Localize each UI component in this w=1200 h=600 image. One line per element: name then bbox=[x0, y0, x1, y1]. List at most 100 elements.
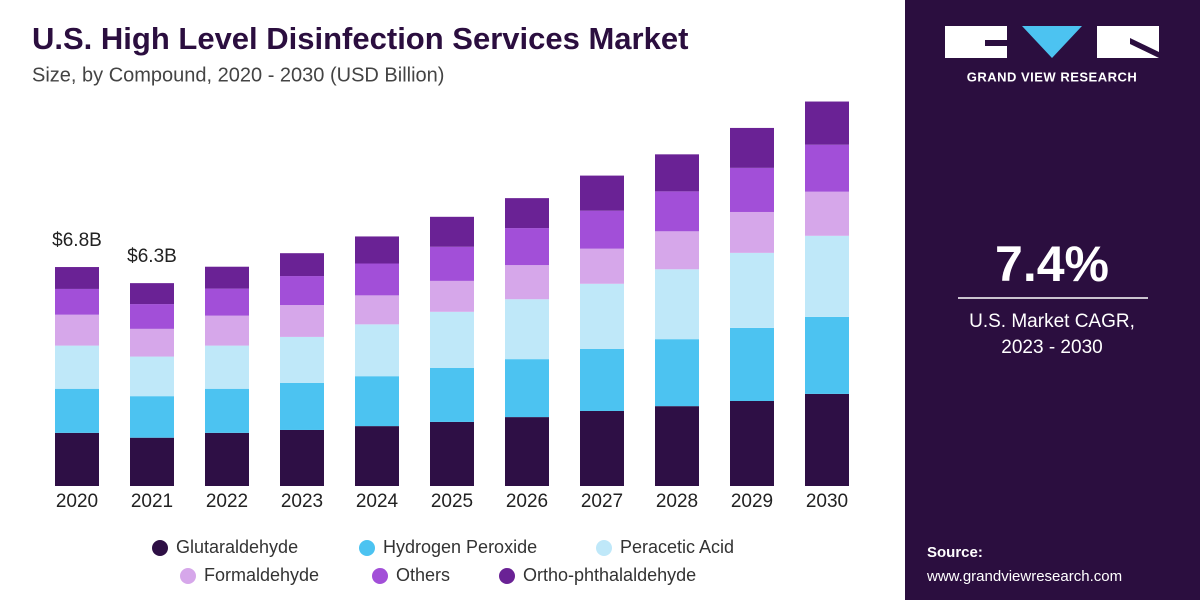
bar-segment bbox=[505, 228, 549, 266]
bar-segment bbox=[805, 144, 849, 192]
bar-segment bbox=[355, 263, 399, 296]
bar-segment bbox=[55, 432, 99, 486]
bar-segment bbox=[805, 316, 849, 394]
bar-segment bbox=[130, 304, 174, 329]
bar-segment bbox=[655, 269, 699, 340]
bar-segment bbox=[805, 191, 849, 236]
bar-segment bbox=[280, 336, 324, 383]
side-panel bbox=[905, 0, 1200, 600]
bar-segment bbox=[280, 429, 324, 486]
bar-segment bbox=[730, 211, 774, 253]
bar-segment bbox=[130, 283, 174, 305]
bar-segment bbox=[580, 348, 624, 411]
legend-label: Ortho-phthalaldehyde bbox=[523, 565, 696, 585]
bar-segment bbox=[580, 248, 624, 284]
bar-segment bbox=[130, 396, 174, 438]
bar-segment bbox=[580, 210, 624, 249]
chart-title: U.S. High Level Disinfection Services Ma… bbox=[32, 21, 688, 56]
bar-segment bbox=[655, 339, 699, 407]
legend-label: Formaldehyde bbox=[204, 565, 319, 585]
bar-segment bbox=[730, 127, 774, 168]
bar-segment bbox=[430, 216, 474, 247]
bar-segment bbox=[130, 437, 174, 486]
x-tick-label: 2020 bbox=[56, 491, 98, 512]
legend-swatch bbox=[596, 540, 612, 556]
x-tick-label: 2025 bbox=[431, 491, 473, 512]
x-tick-label: 2024 bbox=[356, 491, 399, 512]
legend-label: Hydrogen Peroxide bbox=[383, 537, 537, 557]
bar-segment bbox=[205, 315, 249, 346]
legend-swatch bbox=[499, 568, 515, 584]
bar-segment bbox=[430, 246, 474, 281]
bar-segment bbox=[130, 356, 174, 397]
x-tick-label: 2028 bbox=[656, 491, 698, 512]
bar-segment bbox=[55, 314, 99, 346]
logo-triangle bbox=[1022, 26, 1082, 58]
bar-segment bbox=[505, 265, 549, 300]
bar-segment bbox=[580, 175, 624, 211]
bar-segment bbox=[205, 266, 249, 289]
bar-segment bbox=[55, 267, 99, 289]
bar-segment bbox=[355, 324, 399, 377]
x-tick-label: 2027 bbox=[581, 491, 623, 512]
logo-cut bbox=[985, 40, 1007, 46]
bar-segment bbox=[730, 167, 774, 212]
legend-swatch bbox=[359, 540, 375, 556]
bar-segment bbox=[205, 345, 249, 389]
brand-name: GRAND VIEW RESEARCH bbox=[967, 69, 1138, 84]
x-tick-label: 2023 bbox=[281, 491, 323, 512]
bar-segment bbox=[655, 231, 699, 270]
legend-label: Others bbox=[396, 565, 450, 585]
bar-segment bbox=[655, 406, 699, 486]
source-url: www.grandviewresearch.com bbox=[926, 568, 1122, 585]
bar-segment bbox=[430, 311, 474, 368]
bar-segment bbox=[55, 288, 99, 315]
bar-segment bbox=[730, 400, 774, 486]
legend-label: Peracetic Acid bbox=[620, 537, 734, 557]
bar-segment bbox=[205, 432, 249, 486]
bar-segment bbox=[55, 388, 99, 433]
bar-segment bbox=[355, 426, 399, 486]
chart-subtitle: Size, by Compound, 2020 - 2030 (USD Bill… bbox=[32, 64, 444, 86]
legend-swatch bbox=[180, 568, 196, 584]
x-tick-label: 2030 bbox=[806, 491, 848, 512]
x-tick-label: 2026 bbox=[506, 491, 548, 512]
cagr-value: 7.4% bbox=[995, 236, 1109, 292]
bar-segment bbox=[280, 382, 324, 430]
bar-segment bbox=[430, 421, 474, 486]
bar-segment bbox=[355, 236, 399, 264]
cagr-label: U.S. Market CAGR, bbox=[969, 311, 1135, 332]
bar-segment bbox=[655, 191, 699, 232]
legend-swatch bbox=[372, 568, 388, 584]
source-label: Source: bbox=[927, 544, 983, 561]
bar-segment bbox=[580, 283, 624, 349]
bar-segment bbox=[580, 410, 624, 486]
x-tick-label: 2029 bbox=[731, 491, 773, 512]
total-label: $6.3B bbox=[127, 246, 177, 267]
x-tick-label: 2021 bbox=[131, 491, 173, 512]
legend-swatch bbox=[152, 540, 168, 556]
total-label: $6.8B bbox=[52, 230, 102, 251]
legend-label: Glutaraldehyde bbox=[176, 537, 298, 557]
bar-segment bbox=[805, 393, 849, 486]
bar-segment bbox=[355, 295, 399, 325]
bar-segment bbox=[430, 280, 474, 312]
bar-segment bbox=[130, 328, 174, 357]
bar-segment bbox=[505, 417, 549, 486]
bar-segment bbox=[430, 367, 474, 422]
bar-segment bbox=[505, 198, 549, 229]
bar-segment bbox=[280, 305, 324, 337]
x-tick-label: 2022 bbox=[206, 491, 248, 512]
bar-segment bbox=[55, 345, 99, 389]
logo-cut bbox=[1130, 38, 1159, 58]
bar-segment bbox=[655, 154, 699, 192]
bar-segment bbox=[730, 252, 774, 328]
bar-segment bbox=[205, 288, 249, 316]
bar-segment bbox=[805, 101, 849, 145]
bar-segment bbox=[280, 276, 324, 306]
bar-segment bbox=[505, 299, 549, 360]
cagr-label: 2023 - 2030 bbox=[1001, 337, 1102, 358]
bar-segment bbox=[355, 376, 399, 427]
bar-segment bbox=[205, 388, 249, 433]
